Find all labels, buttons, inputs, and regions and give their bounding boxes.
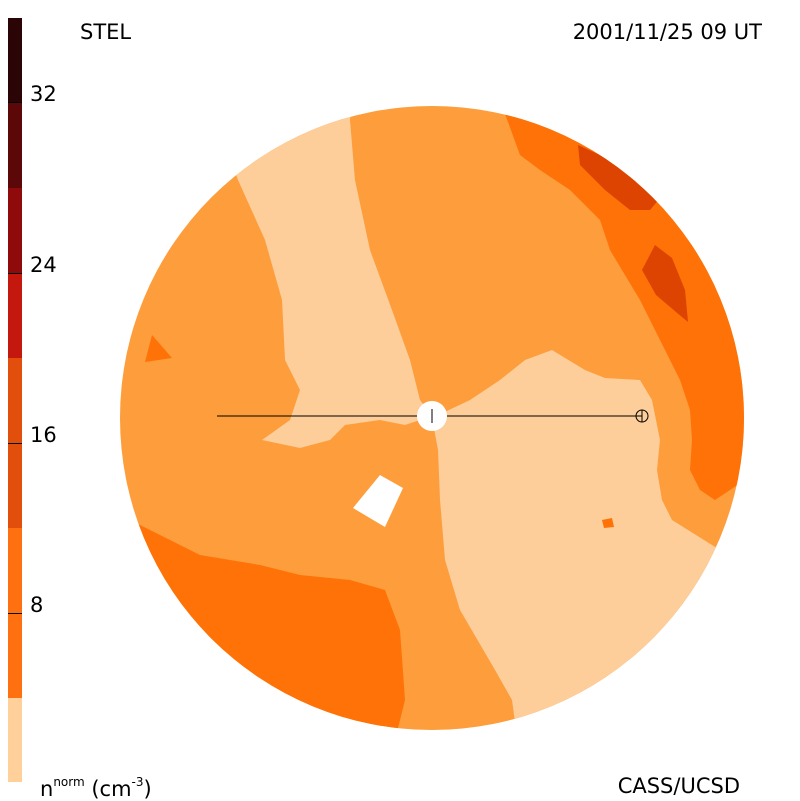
- unit-base: n: [40, 777, 54, 801]
- scale-label-32: 32: [30, 82, 57, 106]
- scale-tick-32: [8, 102, 22, 103]
- scale-tick-8: [8, 613, 22, 614]
- scale-label-24: 24: [30, 253, 57, 277]
- color-segment-3: [8, 188, 22, 273]
- map-region-spot-west: [145, 335, 172, 362]
- unit-exponent: -3: [131, 775, 144, 789]
- credit-label: CASS/UCSD: [617, 774, 740, 798]
- map-region-light-north: [200, 106, 432, 448]
- map-region-blank: [353, 475, 403, 527]
- map-region-spot-east: [602, 518, 614, 528]
- unit-superscript: norm: [53, 775, 85, 789]
- unit-rest: (cm: [84, 777, 132, 801]
- color-segment-4: [8, 273, 22, 358]
- unit-close: ): [143, 777, 152, 801]
- map-region-peak-1: [578, 145, 660, 210]
- map-region-peak-2: [642, 245, 688, 322]
- unit-label: nnorm (cm-3): [40, 776, 152, 800]
- color-segment-8: [8, 698, 22, 782]
- source-label: STEL: [80, 20, 132, 44]
- scale-tick-24: [8, 273, 22, 274]
- color-segment-2: [8, 103, 22, 188]
- date-label: 2001/11/25 09 UT: [572, 20, 762, 44]
- scale-tick-16: [8, 443, 22, 444]
- scale-label-8: 8: [30, 593, 44, 617]
- scale-label-16: 16: [30, 423, 57, 447]
- color-segment-1: [8, 18, 22, 103]
